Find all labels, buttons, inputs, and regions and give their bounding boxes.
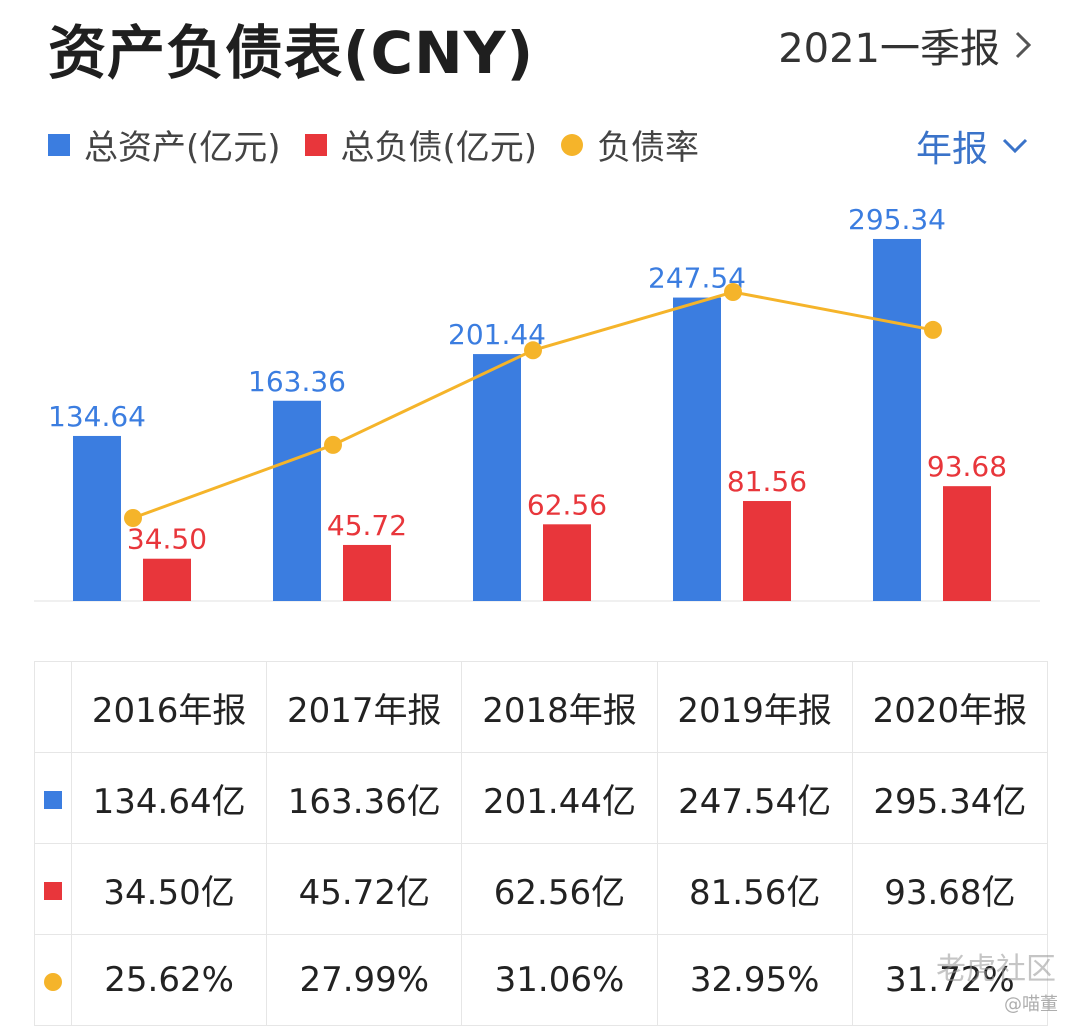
data-label-assets: 295.34 — [848, 203, 946, 236]
table-cell: 163.36亿 — [266, 752, 463, 844]
ratio-point — [524, 341, 542, 360]
bar-assets — [73, 435, 121, 601]
red-square-icon — [44, 882, 62, 900]
chart-legend: 总资产(亿元) 总负债(亿元) 负债率 — [48, 120, 723, 169]
table-cell: 31.72% — [851, 934, 1049, 1026]
period-selector[interactable]: 2021一季报 — [778, 16, 1032, 74]
bar-liabilities — [343, 544, 391, 601]
legend-label-liabilities: 总负债(亿元) — [340, 128, 538, 168]
table-cell: 45.72亿 — [266, 843, 463, 935]
orange-dot-icon — [44, 973, 62, 991]
balance-sheet-chart: 134.6434.50163.3645.72201.4462.56247.548… — [34, 203, 1040, 602]
ratio-point — [324, 435, 342, 454]
bar-liabilities — [543, 524, 591, 601]
legend-item-ratio[interactable]: 负债率 — [561, 120, 699, 169]
table-cell: 247.54亿 — [656, 752, 853, 844]
data-label-assets: 134.64 — [48, 400, 146, 433]
table-cell: 25.62% — [70, 934, 268, 1026]
data-label-liabilities: 62.56 — [527, 488, 607, 521]
watermark-logo: 老虎社区 — [936, 952, 1056, 987]
table-row-ratio: 25.62% 27.99% 31.06% 32.95% 31.72% — [34, 934, 1049, 1026]
legend-label-assets: 总资产(亿元) — [84, 128, 281, 168]
bar-liabilities — [743, 501, 791, 601]
table-corner — [34, 661, 72, 753]
frequency-dropdown[interactable]: 年报 — [916, 120, 1028, 172]
table-cell: 62.56亿 — [461, 843, 658, 935]
chevron-right-icon — [1015, 31, 1032, 59]
table-cell: 81.56亿 — [656, 843, 853, 935]
data-label-liabilities: 45.72 — [327, 509, 407, 542]
data-label-liabilities: 34.50 — [127, 523, 207, 556]
table-cell: 32.95% — [656, 934, 853, 1026]
table-cell: 27.99% — [266, 934, 463, 1026]
bar-assets — [873, 238, 921, 601]
data-label-assets: 163.36 — [248, 365, 346, 398]
column-header: 2018年报 — [461, 661, 658, 753]
chevron-down-icon — [1002, 138, 1028, 154]
period-label: 2021一季报 — [778, 26, 1000, 72]
table-cell: 201.44亿 — [461, 752, 658, 844]
table-cell: 31.06% — [461, 934, 658, 1026]
legend-label-ratio: 负债率 — [597, 128, 700, 168]
blue-square-icon — [44, 791, 62, 809]
legend-item-assets[interactable]: 总资产(亿元) — [48, 120, 281, 169]
column-header: 2019年报 — [656, 661, 853, 753]
data-label-liabilities: 93.68 — [927, 450, 1007, 483]
row-marker-assets — [34, 752, 72, 844]
legend-swatch-liabilities — [304, 133, 327, 156]
ratio-point — [724, 283, 742, 301]
data-label-liabilities: 81.56 — [727, 465, 807, 498]
table-row-assets: 134.64亿 163.36亿 201.44亿 247.54亿 295.34亿 — [34, 752, 1049, 844]
table-cell: 93.68亿 — [851, 843, 1049, 935]
bar-liabilities — [943, 486, 991, 601]
table-row-liabilities: 34.50亿 45.72亿 62.56亿 81.56亿 93.68亿 — [34, 843, 1049, 935]
column-header: 2017年报 — [266, 661, 463, 753]
table-cell: 295.34亿 — [851, 752, 1049, 844]
bar-assets — [673, 297, 721, 601]
page-title: 资产负债表(CNY) — [48, 19, 535, 87]
legend-swatch-ratio — [561, 133, 584, 156]
table-cell: 34.50亿 — [70, 843, 268, 935]
ratio-point — [124, 509, 142, 527]
row-marker-liabilities — [34, 843, 72, 935]
legend-item-liabilities[interactable]: 总负债(亿元) — [304, 120, 538, 169]
watermark-author: @喵董 — [1004, 994, 1058, 1015]
ratio-point — [924, 320, 942, 339]
legend-swatch-assets — [48, 133, 70, 156]
bar-assets — [473, 354, 521, 601]
bar-assets — [273, 400, 321, 601]
column-header: 2016年报 — [70, 661, 268, 753]
table-cell: 134.64亿 — [70, 752, 268, 844]
row-marker-ratio — [34, 934, 72, 1026]
data-table: 2016年报 2017年报 2018年报 2019年报 2020年报 134.6… — [34, 661, 1049, 1026]
table-header-row: 2016年报 2017年报 2018年报 2019年报 2020年报 — [34, 661, 1049, 753]
frequency-label: 年报 — [915, 129, 988, 170]
column-header: 2020年报 — [851, 661, 1049, 753]
bar-liabilities — [143, 558, 191, 601]
